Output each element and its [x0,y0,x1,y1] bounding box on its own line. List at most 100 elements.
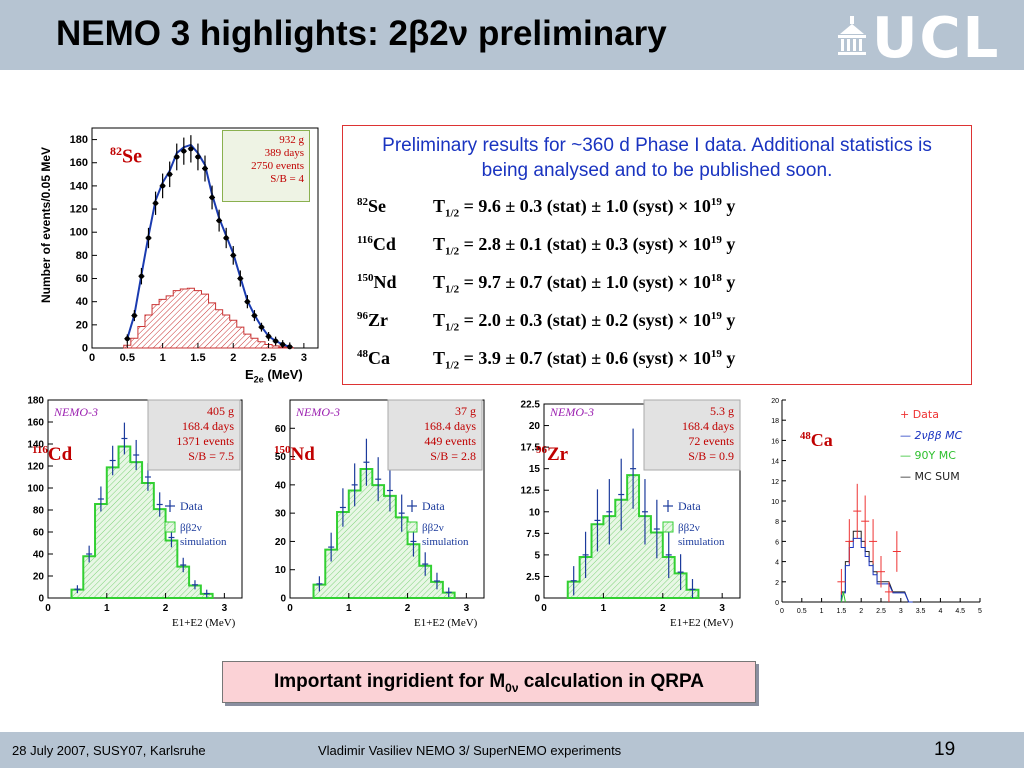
page-number: 19 [934,739,956,760]
ca48-chart: 0 2 4 6 8 10 12 14 16 18 20 0 0.5 1 1.5 2 2.5 3 3.5 4 4.5 5 [771,398,982,615]
ca48-ytick-label: 18 [771,418,779,425]
se-svg-data-point [202,166,208,172]
cd-svg-isotope-label: 116Cd [32,444,73,465]
result-isotope: 48Ca [357,348,390,368]
nd-svg-info-line: 37 g [455,404,476,418]
nd-svg-info-box [387,399,483,471]
zr-svg-xtick-label: 1 [601,603,607,614]
zr-svg-info-box [643,399,741,471]
cd-svg-ytick-label: 40 [33,550,45,561]
nd-svg-ytick-label: 40 [275,480,287,491]
cd-svg-xtick-label: 2 [163,603,169,614]
callout-text: Important ingridient for M0ν calculation… [274,671,704,695]
zr-svg-xtick-label: 3 [719,603,725,614]
zr-svg-legend-sim: ββ2ν [678,522,700,534]
nd-svg-legend-sim: ββ2ν [422,522,444,534]
se-svg-data-point [146,235,151,241]
se-svg-data-point [181,148,187,154]
cd-svg-legend-data: Data [180,499,203,513]
ca48-legend-data: + Data [900,408,939,421]
ca48-ytick-label: 4 [775,560,779,567]
zr-svg-xtick-label: 2 [660,603,666,614]
ca48-y90-mc-line [840,591,846,603]
ca48-ytick-label: 12 [771,479,779,486]
ca48-xtick-label: 1 [820,608,824,615]
result-isotope: 116Cd [357,234,396,254]
zr-svg-nemo-tag: NEMO-3 [549,405,594,419]
se82-isotope-label: 82Se [110,144,142,168]
se-svg-data-point [209,194,215,200]
result-row-ca: 48Ca T1/2 = 3.9 ± 0.7 (stat) ± 0.6 (syst)… [357,348,735,372]
se-svg-ytick-label: 180 [70,134,88,146]
cd-svg-x-axis-label: E1+E2 (MeV) [172,617,236,629]
result-half-life: T1/2 = 3.9 ± 0.7 (stat) ± 0.6 (syst) × 1… [433,348,736,372]
zr-svg-info-line: 72 events [688,434,734,448]
se-svg-ytick-label: 80 [76,250,88,262]
zr96-plot: 0 2.5 5 7.5 10 12.5 15 17.5 20 22.5 0 1 2 3 5.3 g 168.4… [508,394,746,634]
results-intro-text: Preliminary results for ~360 d Phase I d… [382,135,932,181]
zr-svg-ytick-label: 17.5 [521,443,541,454]
cd-svg-nemo-tag: NEMO-3 [53,405,98,419]
se-svg-data-point [287,344,293,350]
nd-svg-ytick-label: 30 [275,509,287,520]
zr-svg-isotope-label: 96Zr [536,444,569,465]
result-isotope: 150Nd [357,272,397,292]
result-isotope: 96Zr [357,310,388,330]
ca48-xtick-label: 4 [938,608,942,615]
cd-svg-ytick-label: 140 [27,440,44,451]
nd-svg-legend-sim-marker [406,521,418,533]
result-isotope: 82Se [357,196,386,216]
se-svg-data-point [131,313,137,319]
se-svg-data-point [223,235,229,241]
se-svg-data-point [160,183,166,189]
ca48-xtick-label: 4.5 [955,608,965,615]
result-row-cd: 116Cd T1/2 = 2.8 ± 0.1 (stat) ± 0.3 (syst… [357,234,735,258]
nd-svg-nemo-tag: NEMO-3 [295,405,340,419]
title-bar: NEMO 3 highlights: 2β2ν preliminary UCL [0,0,1024,71]
ca48-xtick-label: 0.5 [797,608,807,615]
se-svg-xtick-label: 1 [160,352,166,364]
nd-svg-ytick-label: 0 [280,594,286,605]
zr-svg-info-line: 5.3 g [710,404,734,418]
ucl-logo-text: UCL [872,6,1001,71]
se-svg-data-point [174,154,180,160]
se82-x-axis-label: E2e (MeV) [245,367,303,385]
ca48-ytick-label: 2 [775,580,779,587]
ca48-ytick-label: 16 [771,438,779,445]
nd-svg-info-line: 449 events [424,434,476,448]
se-svg-data-point [273,338,279,344]
result-row-zr: 96Zr T1/2 = 2.0 ± 0.3 (stat) ± 0.2 (syst)… [357,310,735,334]
se-svg-xtick-label: 0 [89,352,95,364]
cd-svg-legend-sim: ββ2ν [180,522,202,534]
se-svg-xtick-label: 1.5 [190,352,205,364]
ca48-legend-sum: — MC SUM [900,470,960,483]
nd-svg-simulation-histogram [312,468,456,599]
ca48-xtick-label: 5 [978,608,982,615]
ca48-legend-y90: — 90Y MC [900,449,956,462]
se-svg-ytick-label: 20 [76,319,88,331]
nd-svg-info-line: 168.4 days [424,419,476,433]
se-svg-data-point [259,324,264,330]
nd-svg-xtick-label: 1 [346,603,352,614]
se-svg-data-point [251,313,257,319]
se-svg-ytick-label: 0 [82,343,88,355]
se-svg-data-point [266,333,272,339]
zr-svg-ytick-label: 20 [529,421,541,432]
cd-svg-ytick-label: 80 [33,506,45,517]
se82-info-box: 932 g 389 days 2750 events S/B = 4 [222,130,310,202]
ca48-ytick-label: 20 [771,398,779,405]
nd-svg-legend-data: Data [422,499,445,513]
se-svg-ytick-label: 120 [70,204,88,216]
zr-svg-legend-sim-2: simulation [678,536,725,548]
ca48-ytick-label: 8 [775,519,779,526]
cd-svg-xtick-label: 3 [222,603,228,614]
ca48-xtick-label: 2 [859,608,863,615]
result-half-life: T1/2 = 9.7 ± 0.7 (stat) ± 1.0 (syst) × 1… [433,272,736,296]
ca48-ytick-label: 6 [775,539,779,546]
se-svg-xtick-label: 2.5 [261,352,276,364]
nd-svg-ytick-label: 20 [275,537,287,548]
se-svg-ytick-label: 100 [70,227,88,239]
nd150-plot: 0 10 20 30 40 50 60 0 1 2 3 37 g 168.4 days 449 event… [262,394,494,634]
nd-svg-xtick-label: 2 [405,603,411,614]
